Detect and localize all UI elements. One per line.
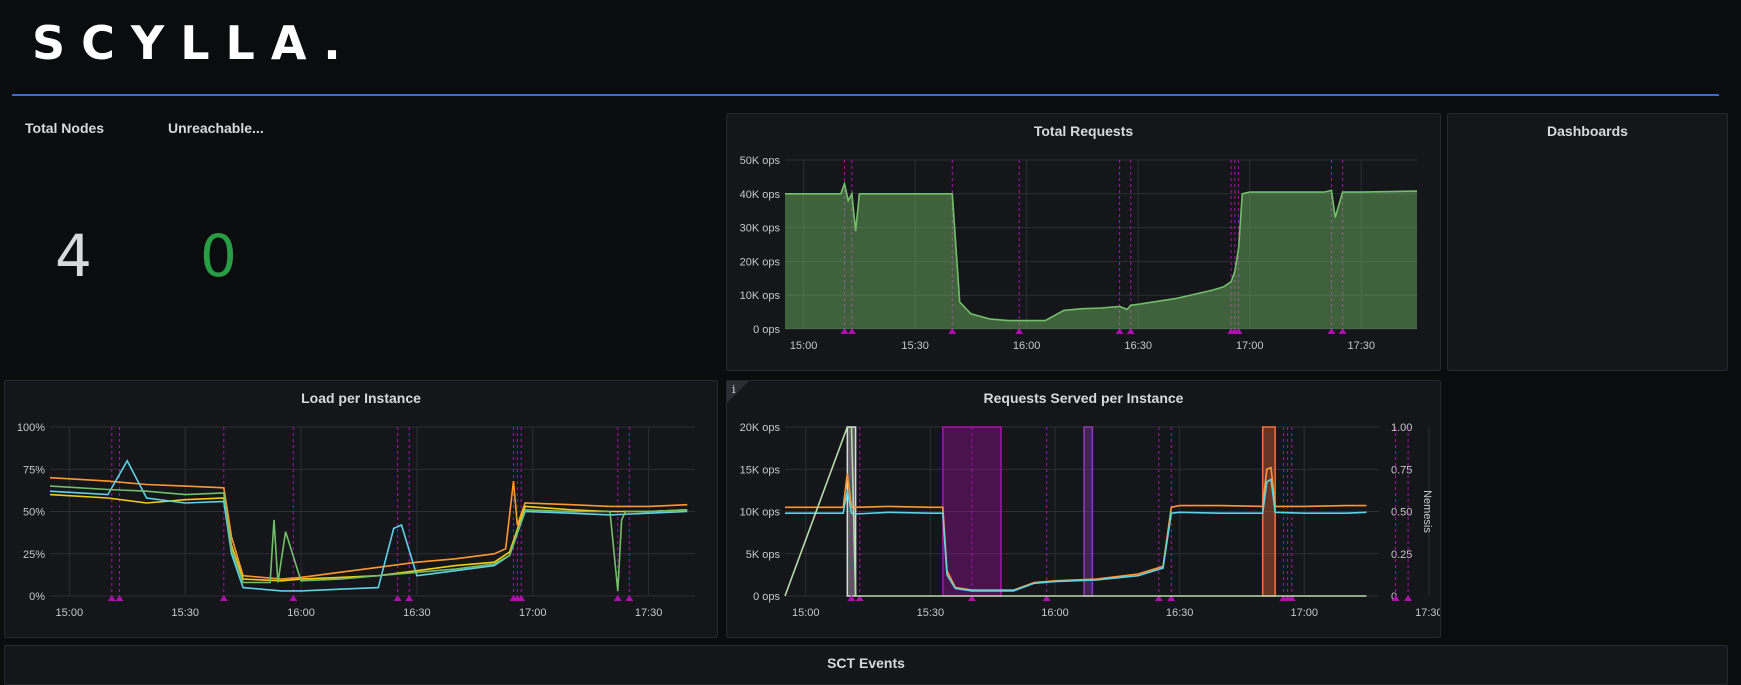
sct-events-title[interactable]: SCT Events (827, 655, 905, 671)
series-area (785, 183, 1417, 329)
annotation-marker (1234, 328, 1243, 334)
y-tick-label: 0% (29, 591, 45, 603)
series-line (785, 466, 1367, 591)
annotation-marker (840, 328, 849, 334)
y-tick-label: 0 ops (753, 591, 780, 603)
x-tick-label: 17:30 (635, 607, 663, 619)
series-line (49, 476, 688, 580)
annotation-marker (1404, 595, 1413, 601)
annotation-marker (1154, 595, 1163, 601)
header-divider (12, 94, 1719, 96)
y-tick-label: 0 ops (753, 324, 780, 336)
y-tick-label: 30K ops (740, 223, 781, 235)
sct-events-panel[interactable]: SCT Events (4, 645, 1728, 685)
y-tick-label: 25% (23, 549, 45, 561)
x-tick-label: 15:30 (901, 340, 929, 352)
y-tick-label: 75% (23, 464, 45, 476)
series-line (49, 493, 688, 582)
annotation-marker (1015, 328, 1024, 334)
scylla-logo: SCYLLA. (32, 16, 357, 70)
dashboards-title[interactable]: Dashboards (1547, 123, 1628, 139)
panel-info-corner[interactable] (727, 381, 749, 403)
annotation-marker (1042, 595, 1051, 601)
nemesis-region (1083, 426, 1094, 597)
y2-tick-label: 0 (1391, 591, 1397, 603)
y2-axis-label: Nemesis (1421, 490, 1433, 533)
annotation-marker (847, 328, 856, 334)
annotation-marker (289, 595, 298, 601)
annotation-marker (1115, 328, 1124, 334)
annotation-marker (115, 595, 124, 601)
requests-per-instance-panel[interactable]: i Requests Served per Instance 0 ops 5K o… (726, 380, 1441, 638)
y-tick-label: 50K ops (740, 155, 781, 167)
annotation-marker (1338, 328, 1347, 334)
x-tick-label: 16:00 (1041, 607, 1069, 619)
series-line (784, 426, 1367, 597)
x-tick-label: 17:30 (1415, 607, 1440, 619)
series-line (49, 485, 688, 591)
y2-tick-label: 0.50 (1391, 507, 1412, 519)
y-tick-label: 15K ops (740, 464, 781, 476)
y2-tick-label: 0.75 (1391, 464, 1412, 476)
x-tick-label: 15:00 (56, 607, 84, 619)
y-tick-label: 5K ops (746, 549, 781, 561)
y2-tick-label: 1.00 (1391, 422, 1412, 434)
unreachable-label: Unreachable... (168, 120, 264, 136)
series-line (785, 478, 1367, 592)
x-tick-label: 17:00 (1290, 607, 1318, 619)
y-tick-label: 20K ops (740, 256, 781, 268)
series-line (49, 459, 688, 592)
total-nodes-label: Total Nodes (25, 120, 105, 136)
y-tick-label: 20K ops (740, 422, 781, 434)
x-tick-label: 17:30 (1347, 340, 1375, 352)
total-requests-panel[interactable]: Total Requests 0 ops 10K ops 20K ops 30K op… (726, 113, 1441, 371)
annotation-marker (948, 328, 957, 334)
annotation-marker (1327, 328, 1336, 334)
total-nodes-value: 4 (55, 222, 92, 290)
y-tick-label: 100% (17, 422, 45, 434)
x-tick-label: 16:00 (287, 607, 315, 619)
annotation-marker (847, 595, 856, 601)
dashboards-panel[interactable]: Dashboards (1447, 113, 1728, 371)
annotation-marker (1287, 595, 1296, 601)
x-tick-label: 17:00 (519, 607, 547, 619)
annotation-marker (393, 595, 402, 601)
y-tick-label: 10K ops (740, 507, 781, 519)
annotation-marker (625, 595, 634, 601)
total-requests-title[interactable]: Total Requests (1033, 123, 1134, 139)
x-tick-label: 15:00 (792, 607, 820, 619)
annotation-marker (1391, 595, 1400, 601)
x-tick-label: 16:30 (1124, 340, 1152, 352)
annotation-marker (517, 595, 526, 601)
x-tick-label: 15:00 (790, 340, 818, 352)
x-tick-label: 16:30 (1166, 607, 1194, 619)
annotation-marker (613, 595, 622, 601)
x-tick-label: 16:00 (1013, 340, 1041, 352)
x-tick-label: 16:30 (403, 607, 431, 619)
requests-per-instance-chart[interactable]: 0 ops 5K ops 10K ops 15K ops 20K ops 15:00 15:… (727, 381, 1440, 637)
annotation-marker (1126, 328, 1135, 334)
y-tick-label: 10K ops (740, 290, 781, 302)
nemesis-region (1261, 426, 1276, 597)
annotation-marker (1167, 595, 1176, 601)
y2-tick-label: 0.25 (1391, 549, 1412, 561)
total-requests-chart[interactable]: 0 ops 10K ops 20K ops 30K ops 40K ops 50K ops… (727, 114, 1440, 370)
unreachable-value: 0 (200, 222, 237, 290)
y-tick-label: 50% (23, 507, 45, 519)
x-tick-label: 15:30 (171, 607, 199, 619)
series-line (785, 180, 1418, 322)
info-icon[interactable]: i (732, 383, 736, 396)
annotation-marker (967, 595, 976, 601)
annotation-marker (219, 595, 228, 601)
load-per-instance-title[interactable]: Load per Instance (301, 390, 421, 406)
load-per-instance-chart[interactable]: 0% 25% 50% 75% 100% 15:00 15:30 16:00 16:30 17:00… (5, 381, 717, 637)
load-per-instance-panel[interactable]: Load per Instance 0% 25% 50% 75% 100% 15:00 15… (4, 380, 718, 638)
annotation-marker (405, 595, 414, 601)
annotation-marker (107, 595, 116, 601)
annotation-marker (855, 595, 864, 601)
x-tick-label: 15:30 (917, 607, 945, 619)
y-tick-label: 40K ops (740, 189, 781, 201)
requests-per-instance-title[interactable]: Requests Served per Instance (983, 390, 1184, 406)
x-tick-label: 17:00 (1236, 340, 1264, 352)
